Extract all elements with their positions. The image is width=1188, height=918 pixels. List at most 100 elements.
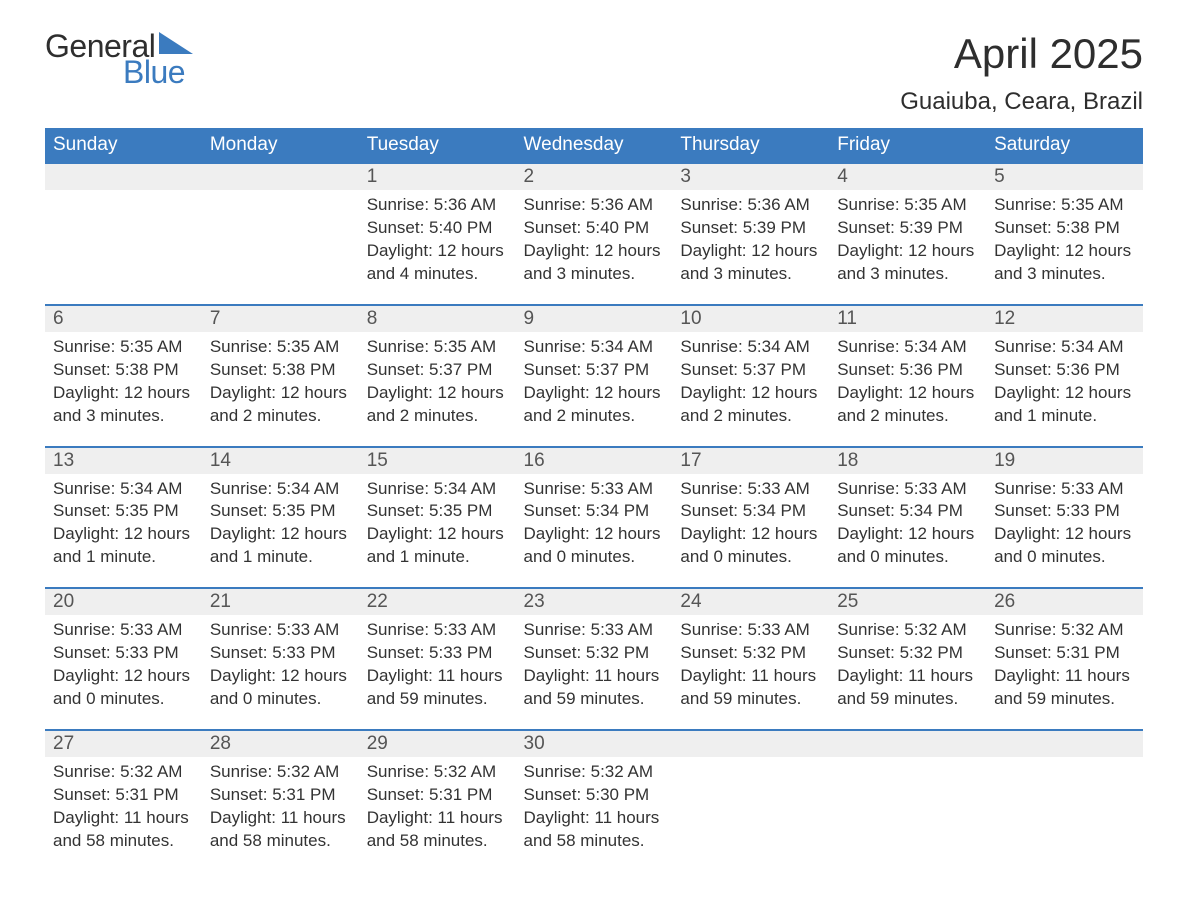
sunset-text: Sunset: 5:32 PM (680, 642, 821, 665)
sunrise-text: Sunrise: 5:33 AM (524, 619, 665, 642)
day-detail: Sunrise: 5:35 AMSunset: 5:38 PMDaylight:… (986, 190, 1143, 305)
detail-row: Sunrise: 5:32 AMSunset: 5:31 PMDaylight:… (45, 757, 1143, 871)
day-number: 6 (45, 305, 202, 332)
title-block: April 2025 Guaiuba, Ceara, Brazil (900, 30, 1143, 116)
daylight-text: Daylight: 12 hours and 0 minutes. (210, 665, 351, 711)
day-detail: Sunrise: 5:32 AMSunset: 5:31 PMDaylight:… (359, 757, 516, 871)
month-title: April 2025 (900, 30, 1143, 78)
daylight-text: Daylight: 12 hours and 0 minutes. (524, 523, 665, 569)
day-detail (672, 757, 829, 871)
daynum-row: 6789101112 (45, 305, 1143, 332)
daylight-text: Daylight: 12 hours and 0 minutes. (837, 523, 978, 569)
weekday-header: Saturday (986, 128, 1143, 163)
weekday-header: Wednesday (516, 128, 673, 163)
sunrise-text: Sunrise: 5:33 AM (680, 478, 821, 501)
day-detail: Sunrise: 5:35 AMSunset: 5:38 PMDaylight:… (45, 332, 202, 447)
sunset-text: Sunset: 5:38 PM (994, 217, 1135, 240)
daylight-text: Daylight: 12 hours and 0 minutes. (680, 523, 821, 569)
sunset-text: Sunset: 5:32 PM (524, 642, 665, 665)
day-detail (986, 757, 1143, 871)
daylight-text: Daylight: 11 hours and 59 minutes. (837, 665, 978, 711)
day-detail: Sunrise: 5:32 AMSunset: 5:31 PMDaylight:… (202, 757, 359, 871)
day-detail: Sunrise: 5:33 AMSunset: 5:32 PMDaylight:… (516, 615, 673, 730)
weekday-header: Sunday (45, 128, 202, 163)
sunset-text: Sunset: 5:38 PM (53, 359, 194, 382)
day-detail: Sunrise: 5:32 AMSunset: 5:32 PMDaylight:… (829, 615, 986, 730)
sunset-text: Sunset: 5:32 PM (837, 642, 978, 665)
sunrise-text: Sunrise: 5:34 AM (680, 336, 821, 359)
sunrise-text: Sunrise: 5:34 AM (367, 478, 508, 501)
day-number: 19 (986, 447, 1143, 474)
day-number: 10 (672, 305, 829, 332)
day-number: 14 (202, 447, 359, 474)
day-number: 30 (516, 730, 673, 757)
day-detail: Sunrise: 5:36 AMSunset: 5:40 PMDaylight:… (359, 190, 516, 305)
daylight-text: Daylight: 11 hours and 59 minutes. (524, 665, 665, 711)
sunrise-text: Sunrise: 5:33 AM (210, 619, 351, 642)
day-detail: Sunrise: 5:34 AMSunset: 5:37 PMDaylight:… (516, 332, 673, 447)
daylight-text: Daylight: 12 hours and 3 minutes. (680, 240, 821, 286)
sunset-text: Sunset: 5:36 PM (837, 359, 978, 382)
sunrise-text: Sunrise: 5:34 AM (210, 478, 351, 501)
daynum-row: 12345 (45, 163, 1143, 190)
day-number: 5 (986, 163, 1143, 190)
daylight-text: Daylight: 12 hours and 2 minutes. (524, 382, 665, 428)
day-number: 26 (986, 588, 1143, 615)
daylight-text: Daylight: 11 hours and 58 minutes. (53, 807, 194, 853)
sunset-text: Sunset: 5:31 PM (994, 642, 1135, 665)
sunrise-text: Sunrise: 5:33 AM (994, 478, 1135, 501)
daylight-text: Daylight: 12 hours and 2 minutes. (680, 382, 821, 428)
weekday-header: Tuesday (359, 128, 516, 163)
daylight-text: Daylight: 11 hours and 59 minutes. (367, 665, 508, 711)
day-detail: Sunrise: 5:34 AMSunset: 5:36 PMDaylight:… (829, 332, 986, 447)
location: Guaiuba, Ceara, Brazil (900, 88, 1143, 116)
sunset-text: Sunset: 5:33 PM (367, 642, 508, 665)
logo: General Blue (45, 30, 193, 88)
day-detail: Sunrise: 5:35 AMSunset: 5:37 PMDaylight:… (359, 332, 516, 447)
day-detail: Sunrise: 5:33 AMSunset: 5:33 PMDaylight:… (986, 474, 1143, 589)
day-detail: Sunrise: 5:34 AMSunset: 5:35 PMDaylight:… (202, 474, 359, 589)
sunrise-text: Sunrise: 5:33 AM (680, 619, 821, 642)
day-number: 11 (829, 305, 986, 332)
daylight-text: Daylight: 12 hours and 1 minute. (994, 382, 1135, 428)
daylight-text: Daylight: 12 hours and 0 minutes. (994, 523, 1135, 569)
sunset-text: Sunset: 5:35 PM (367, 500, 508, 523)
daylight-text: Daylight: 12 hours and 4 minutes. (367, 240, 508, 286)
detail-row: Sunrise: 5:34 AMSunset: 5:35 PMDaylight:… (45, 474, 1143, 589)
day-number: 1 (359, 163, 516, 190)
day-number: 13 (45, 447, 202, 474)
weekday-header: Thursday (672, 128, 829, 163)
daylight-text: Daylight: 12 hours and 2 minutes. (210, 382, 351, 428)
logo-word2: Blue (123, 56, 185, 88)
sunrise-text: Sunrise: 5:36 AM (524, 194, 665, 217)
sunrise-text: Sunrise: 5:32 AM (210, 761, 351, 784)
daynum-row: 27282930 (45, 730, 1143, 757)
sunrise-text: Sunrise: 5:32 AM (53, 761, 194, 784)
sunset-text: Sunset: 5:33 PM (53, 642, 194, 665)
day-number: 7 (202, 305, 359, 332)
sunrise-text: Sunrise: 5:34 AM (837, 336, 978, 359)
sunrise-text: Sunrise: 5:34 AM (524, 336, 665, 359)
sunrise-text: Sunrise: 5:33 AM (837, 478, 978, 501)
day-detail: Sunrise: 5:36 AMSunset: 5:40 PMDaylight:… (516, 190, 673, 305)
sunset-text: Sunset: 5:39 PM (680, 217, 821, 240)
day-number: 8 (359, 305, 516, 332)
daylight-text: Daylight: 11 hours and 58 minutes. (367, 807, 508, 853)
day-number: 21 (202, 588, 359, 615)
day-detail: Sunrise: 5:34 AMSunset: 5:37 PMDaylight:… (672, 332, 829, 447)
day-number: 29 (359, 730, 516, 757)
sunrise-text: Sunrise: 5:33 AM (367, 619, 508, 642)
day-detail: Sunrise: 5:33 AMSunset: 5:34 PMDaylight:… (672, 474, 829, 589)
sunset-text: Sunset: 5:38 PM (210, 359, 351, 382)
daylight-text: Daylight: 12 hours and 3 minutes. (524, 240, 665, 286)
sunrise-text: Sunrise: 5:32 AM (837, 619, 978, 642)
day-number: 18 (829, 447, 986, 474)
weekday-header-row: Sunday Monday Tuesday Wednesday Thursday… (45, 128, 1143, 163)
day-number: 28 (202, 730, 359, 757)
sunrise-text: Sunrise: 5:32 AM (994, 619, 1135, 642)
calendar-table: Sunday Monday Tuesday Wednesday Thursday… (45, 128, 1143, 871)
daylight-text: Daylight: 12 hours and 1 minute. (53, 523, 194, 569)
sunset-text: Sunset: 5:37 PM (680, 359, 821, 382)
day-number: 15 (359, 447, 516, 474)
weekday-header: Monday (202, 128, 359, 163)
